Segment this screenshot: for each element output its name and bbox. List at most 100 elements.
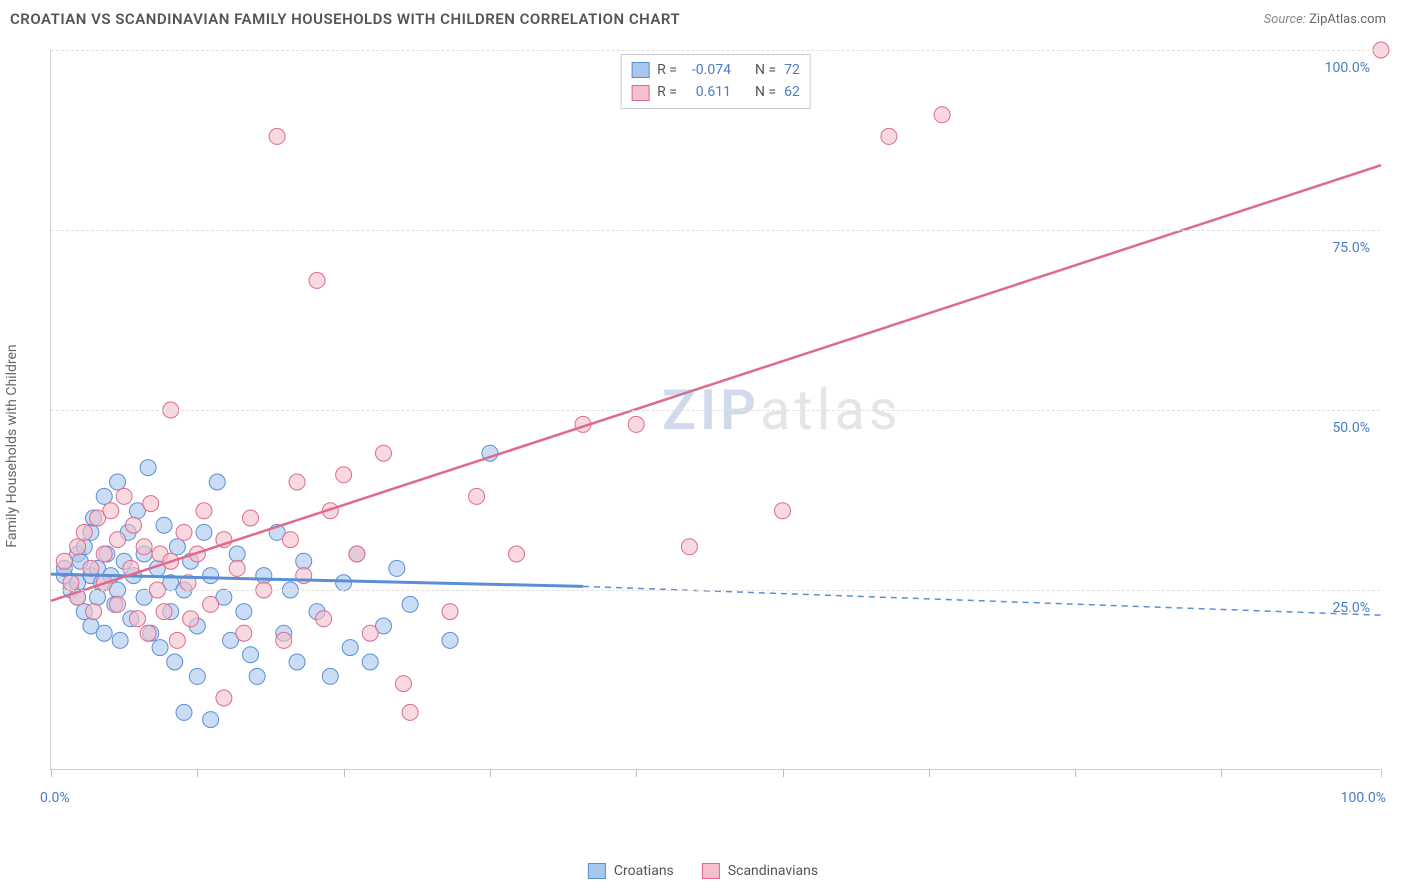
data-point xyxy=(176,524,192,540)
data-point xyxy=(63,575,79,591)
data-point xyxy=(509,546,525,562)
data-point xyxy=(402,704,418,720)
data-point xyxy=(336,575,352,591)
data-point xyxy=(203,712,219,728)
n-label: N = xyxy=(755,59,776,81)
y-tick-label: 50.0% xyxy=(1332,420,1370,436)
data-point xyxy=(336,467,352,483)
data-point xyxy=(169,632,185,648)
data-point xyxy=(110,596,126,612)
x-tick xyxy=(344,769,345,777)
data-point xyxy=(56,553,72,569)
legend-swatch xyxy=(702,863,720,879)
data-point xyxy=(322,668,338,684)
data-point xyxy=(156,604,172,620)
data-point xyxy=(362,625,378,641)
data-point xyxy=(183,611,199,627)
data-point xyxy=(70,539,86,555)
data-point xyxy=(289,474,305,490)
data-point xyxy=(209,474,225,490)
legend-label: Scandinavians xyxy=(728,863,818,879)
legend-item: Scandinavians xyxy=(702,863,818,879)
data-point xyxy=(156,517,172,533)
n-label: N = xyxy=(755,81,776,103)
x-tick xyxy=(636,769,637,777)
x-tick xyxy=(1075,769,1076,777)
data-point xyxy=(349,546,365,562)
data-point xyxy=(442,632,458,648)
data-point xyxy=(216,690,232,706)
data-point xyxy=(229,546,245,562)
data-point xyxy=(282,532,298,548)
data-point xyxy=(152,640,168,656)
data-point xyxy=(289,654,305,670)
data-point xyxy=(140,625,156,641)
series-legend: Croatians Scandinavians xyxy=(588,863,818,879)
data-point xyxy=(96,546,112,562)
data-point xyxy=(243,647,259,663)
data-point xyxy=(196,503,212,519)
r-value: 0.611 xyxy=(685,81,731,103)
data-point xyxy=(249,668,265,684)
chart-plot-area: ZIPatlas R =-0.074N =72R =0.611N =62 25.… xyxy=(50,50,1380,770)
legend-swatch xyxy=(631,85,649,101)
data-point xyxy=(362,654,378,670)
data-point xyxy=(342,640,358,656)
n-value: 72 xyxy=(784,59,800,81)
y-tick-label: 75.0% xyxy=(1332,240,1370,256)
x-tick xyxy=(51,769,52,777)
correlation-legend: R =-0.074N =72R =0.611N =62 xyxy=(620,54,811,109)
data-point xyxy=(316,611,332,627)
legend-item: Croatians xyxy=(588,863,674,879)
legend-swatch xyxy=(588,863,606,879)
data-point xyxy=(256,568,272,584)
chart-title: CROATIAN VS SCANDINAVIAN FAMILY HOUSEHOL… xyxy=(10,10,680,28)
data-point xyxy=(269,128,285,144)
data-point xyxy=(116,488,132,504)
data-point xyxy=(402,596,418,612)
data-point xyxy=(203,568,219,584)
data-point xyxy=(96,625,112,641)
data-point xyxy=(189,668,205,684)
data-point xyxy=(276,632,292,648)
data-point xyxy=(309,272,325,288)
data-point xyxy=(96,488,112,504)
data-point xyxy=(125,517,141,533)
data-point xyxy=(169,539,185,555)
x-tick xyxy=(490,769,491,777)
data-point xyxy=(167,654,183,670)
data-point xyxy=(469,488,485,504)
data-point xyxy=(203,596,219,612)
data-point xyxy=(229,560,245,576)
data-point xyxy=(376,445,392,461)
x-axis-min-label: 0.0% xyxy=(40,790,70,806)
data-point xyxy=(442,604,458,620)
data-point xyxy=(881,128,897,144)
source-attribution: Source: ZipAtlas.com xyxy=(1264,12,1386,27)
data-point xyxy=(628,416,644,432)
data-point xyxy=(196,524,212,540)
gridline-h xyxy=(51,230,1380,231)
data-point xyxy=(129,611,145,627)
legend-label: Croatians xyxy=(614,863,674,879)
gridline-h xyxy=(51,590,1380,591)
data-point xyxy=(110,532,126,548)
gridline-h xyxy=(51,50,1380,51)
data-point xyxy=(86,604,102,620)
x-tick xyxy=(1381,769,1382,777)
r-value: -0.074 xyxy=(685,59,731,81)
data-point xyxy=(76,524,92,540)
data-point xyxy=(136,539,152,555)
x-tick xyxy=(197,769,198,777)
legend-swatch xyxy=(631,62,649,78)
n-value: 62 xyxy=(784,81,800,103)
data-point xyxy=(243,510,259,526)
data-point xyxy=(236,604,252,620)
data-point xyxy=(103,503,119,519)
data-point xyxy=(296,553,312,569)
r-label: R = xyxy=(657,81,677,103)
data-point xyxy=(110,474,126,490)
data-point xyxy=(112,632,128,648)
data-point xyxy=(681,539,697,555)
x-tick xyxy=(929,769,930,777)
